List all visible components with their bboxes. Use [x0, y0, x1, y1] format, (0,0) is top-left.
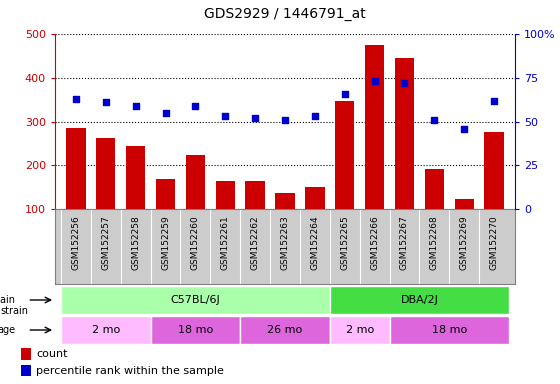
Text: 18 mo: 18 mo [432, 325, 467, 335]
Bar [96, 138, 115, 253]
Bar [216, 181, 235, 253]
Point [131, 103, 140, 109]
Text: strain: strain [0, 295, 16, 305]
Point [430, 117, 439, 123]
Bar [330, 316, 390, 344]
Bar [424, 169, 444, 253]
Point [281, 117, 290, 123]
Text: DBA/2J: DBA/2J [400, 295, 438, 305]
Point [72, 96, 81, 102]
Text: strain: strain [1, 306, 29, 316]
Bar [395, 58, 414, 253]
Point [161, 110, 170, 116]
Bar [186, 155, 205, 253]
Text: 2 mo: 2 mo [92, 325, 120, 335]
Text: GSM152257: GSM152257 [101, 215, 110, 270]
Text: GSM152265: GSM152265 [340, 215, 349, 270]
Text: percentile rank within the sample: percentile rank within the sample [36, 366, 224, 376]
Bar [484, 132, 504, 253]
Bar [21, 348, 30, 360]
Point [251, 115, 260, 121]
Text: GSM152258: GSM152258 [131, 215, 140, 270]
Text: 26 mo: 26 mo [267, 325, 302, 335]
Text: GSM152256: GSM152256 [72, 215, 81, 270]
Text: GSM152264: GSM152264 [310, 215, 319, 270]
Bar [126, 146, 146, 253]
Text: 2 mo: 2 mo [346, 325, 374, 335]
Bar [335, 101, 354, 253]
Text: GSM152268: GSM152268 [430, 215, 439, 270]
Bar [390, 316, 509, 344]
Bar [305, 187, 325, 253]
Text: GSM152261: GSM152261 [221, 215, 230, 270]
Text: GSM152263: GSM152263 [281, 215, 290, 270]
Point [191, 103, 200, 109]
Point [460, 126, 469, 132]
Bar [455, 199, 474, 253]
Bar [245, 180, 265, 253]
Bar [365, 45, 384, 253]
Bar [156, 179, 175, 253]
Point [400, 80, 409, 86]
Point [370, 78, 379, 84]
Text: GDS2929 / 1446791_at: GDS2929 / 1446791_at [204, 7, 366, 21]
Text: count: count [36, 349, 67, 359]
Text: GSM152262: GSM152262 [251, 215, 260, 270]
Text: GSM152260: GSM152260 [191, 215, 200, 270]
Text: age: age [0, 325, 16, 335]
Bar [151, 316, 240, 344]
Text: GSM152259: GSM152259 [161, 215, 170, 270]
Text: 18 mo: 18 mo [178, 325, 213, 335]
Text: GSM152270: GSM152270 [489, 215, 498, 270]
Bar [21, 365, 30, 376]
Point [340, 90, 349, 96]
Bar [61, 286, 330, 314]
Point [489, 98, 498, 104]
Text: GSM152266: GSM152266 [370, 215, 379, 270]
Text: GSM152269: GSM152269 [460, 215, 469, 270]
Bar [61, 316, 151, 344]
Point [221, 113, 230, 119]
Text: GSM152267: GSM152267 [400, 215, 409, 270]
Point [310, 113, 319, 119]
Point [101, 99, 110, 105]
Text: C57BL/6J: C57BL/6J [170, 295, 220, 305]
Bar [66, 128, 86, 253]
Bar [240, 316, 330, 344]
Bar [276, 193, 295, 253]
Bar [330, 286, 509, 314]
